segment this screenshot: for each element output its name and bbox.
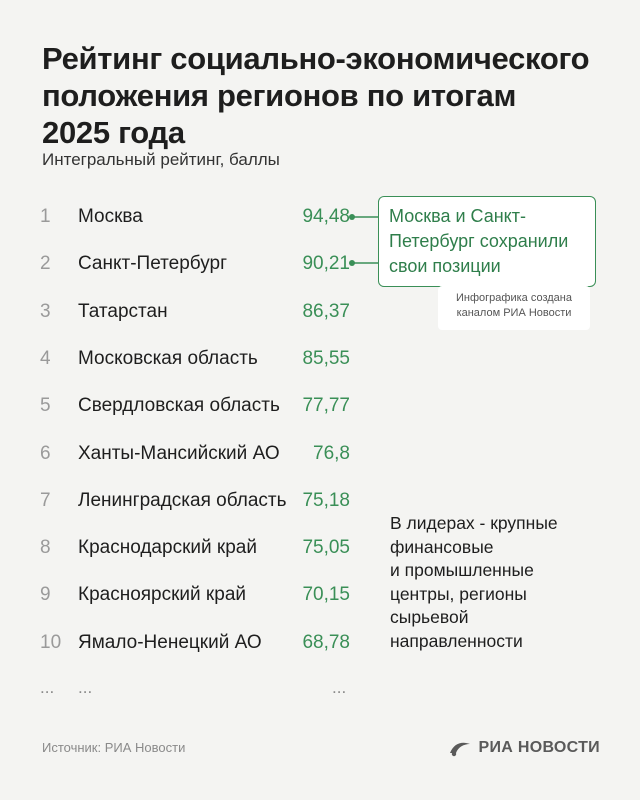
callout-line: Москва и Санкт-: [389, 206, 526, 226]
rank-number: 3: [40, 300, 51, 322]
score-value: 86,37: [302, 300, 350, 322]
table-row: 9 Красноярский край 70,15: [0, 580, 360, 610]
region-name: Московская область: [78, 347, 258, 369]
rank-number: 6: [40, 442, 51, 464]
ellipsis-value: ...: [332, 678, 347, 697]
score-value: 70,15: [302, 584, 350, 606]
score-value: 75,05: [302, 537, 350, 559]
rank-number: 1: [40, 206, 51, 227]
title-line: положения регионов по итогам: [42, 78, 517, 113]
note-line: и промышленные: [390, 560, 534, 580]
table-row: 5 Свердловская область 77,77: [0, 391, 360, 421]
table-row: 8 Краснодарский край 75,05: [0, 533, 360, 563]
region-name: Москва: [78, 206, 143, 227]
table-row: 1 Москва 94,48: [0, 202, 360, 232]
ellipsis-region: ...: [78, 678, 93, 697]
score-value: 77,77: [302, 395, 350, 417]
table-row: 2 Санкт-Петербург 90,21: [0, 249, 360, 279]
callout-line: свои позиции: [389, 256, 501, 276]
score-value: 90,21: [302, 253, 350, 275]
credit-line: Инфографика создана: [456, 292, 572, 304]
score-value: 75,18: [302, 489, 350, 511]
connector-spb: [349, 260, 378, 266]
region-name: Ханты-Мансийский АО: [78, 442, 280, 464]
note-line: центры, регионы: [390, 583, 527, 604]
rank-number: 7: [40, 489, 51, 511]
note-line: направленности: [390, 630, 523, 651]
region-name: Татарстан: [78, 300, 168, 322]
callout-box: Москва и Санкт- Петербург сохранили свои…: [378, 196, 596, 287]
title-line: 2025 года: [42, 115, 185, 150]
score-value: 94,48: [302, 206, 350, 227]
rank-number: 2: [40, 253, 51, 275]
page-title: Рейтинг социально-экономического положен…: [42, 40, 612, 151]
note-line: сырьевой: [390, 607, 469, 627]
table-row: 10 Ямало-Ненецкий АО 68,78: [0, 628, 360, 658]
table-row: 6 Ханты-Мансийский АО 76,8: [0, 439, 360, 469]
note-line: финансовые: [390, 536, 494, 557]
ria-logo: РИА НОВОСТИ: [448, 737, 600, 759]
rank-number: 5: [40, 395, 51, 417]
rank-number: 4: [40, 347, 51, 369]
region-name: Санкт-Петербург: [78, 253, 228, 275]
chart-subtitle: Интегральный рейтинг, баллы: [42, 150, 280, 169]
region-name: Ямало-Ненецкий АО: [78, 631, 262, 653]
connector-moscow: [349, 214, 378, 220]
score-value: 68,78: [302, 631, 350, 653]
region-name: Краснодарский край: [78, 537, 257, 559]
ria-logo-text: РИА НОВОСТИ: [478, 739, 600, 756]
rank-number: 9: [40, 584, 51, 606]
annotation-note: В лидерах - крупные финансовые и промышл…: [390, 512, 590, 653]
table-row: 4 Московская область 85,55: [0, 344, 360, 374]
ria-logo-icon: [450, 742, 471, 757]
source-text: Источник: РИА Новости: [42, 740, 186, 755]
callout-line: Петербург сохранили: [389, 231, 569, 251]
title-line: Рейтинг социально-экономического: [42, 41, 590, 76]
score-value: 76,8: [313, 442, 350, 464]
credit-badge: Инфографика создана каналом РИА Новости: [438, 286, 590, 330]
rank-number: 8: [40, 537, 51, 559]
table-row: 7 Ленинградская область 75,18: [0, 486, 360, 516]
credit-line: каналом РИА Новости: [456, 307, 572, 319]
score-value: 85,55: [302, 347, 350, 369]
ellipsis-rank: ...: [40, 678, 55, 697]
note-line: В лидерах - крупные: [390, 513, 558, 533]
region-name: Свердловская область: [78, 395, 280, 417]
table-row: 3 Татарстан 86,37: [0, 297, 360, 327]
region-name: Ленинградская область: [78, 489, 287, 511]
rank-number: 10: [40, 631, 62, 653]
region-name: Красноярский край: [78, 584, 246, 606]
